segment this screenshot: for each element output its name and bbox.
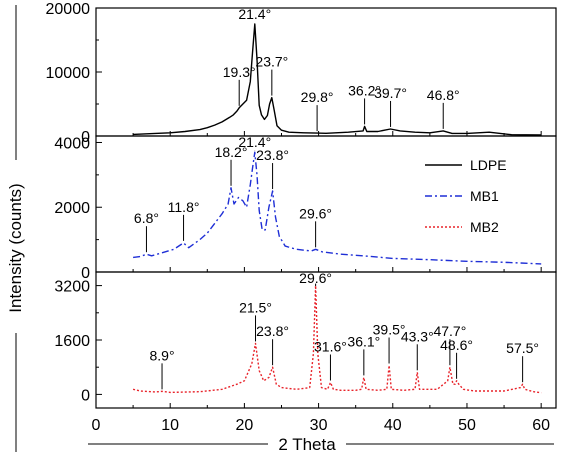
peak-label-ldpe: 29.8° (301, 89, 334, 105)
x-tick-label: 40 (384, 417, 402, 434)
peak-label-mb1: 11.8° (168, 199, 200, 215)
legend-label-mb1: MB1 (470, 188, 499, 204)
peak-label-mb2: 39.5° (373, 322, 406, 338)
y-axis-title: Intensity (counts) (6, 183, 25, 312)
panel-frame-ldpe (95, 7, 557, 137)
legend: LDPE MB1 MB2 (425, 157, 507, 235)
series-line-ldpe (133, 23, 542, 136)
series-line-mb2 (132, 284, 542, 394)
peak-label-mb1: 6.8° (134, 210, 159, 226)
x-tick-label: 0 (92, 417, 101, 434)
peak-label-mb2: 48.6° (440, 337, 473, 353)
peak-label-mb1: 29.6° (299, 205, 332, 221)
peak-label-mb2: 57.5° (506, 340, 539, 356)
peak-label-ldpe: 21.4° (238, 6, 271, 22)
series-line-mb1 (133, 151, 542, 265)
y-tick-label-mb2: 3200 (54, 279, 90, 296)
y-tick-label-mb2: 1600 (54, 333, 90, 350)
peak-label-ldpe: 23.7° (255, 54, 288, 70)
series-curves (132, 23, 542, 394)
peak-label-ldpe: 39.7° (374, 85, 407, 101)
peak-label-mb2: 29.6° (299, 270, 332, 286)
peak-label-ldpe: 36.2° (348, 82, 381, 98)
peak-label-ldpe: 46.8° (427, 87, 460, 103)
peak-label-mb2: 21.5° (239, 299, 272, 315)
peak-label-mb1: 21.4° (238, 134, 271, 150)
peak-label-mb2: 23.8° (256, 323, 289, 339)
x-tick-label: 50 (458, 417, 476, 434)
peak-label-mb1: 18.2° (215, 144, 248, 160)
x-tick-label: 60 (532, 417, 550, 434)
peak-annotations: 19.3° 21.4° 23.7° 29.8° 36.2°39.7° 46.8° 6.8° 1… (134, 6, 539, 390)
peak-label-mb1: 23.8° (256, 147, 289, 163)
x-tick-label: 20 (235, 417, 253, 434)
peak-label-mb2: 8.9° (150, 347, 175, 363)
x-tick-label: 30 (310, 417, 328, 434)
y-tick-label-ldpe: 10000 (46, 65, 91, 82)
y-tick-label-ldpe: 20000 (46, 1, 91, 18)
x-axis-title: 2 Theta (278, 435, 336, 454)
panel-frames (95, 7, 557, 409)
peak-label-mb2: 43.3° (401, 328, 434, 344)
y-tick-label-mb1: 0 (81, 265, 90, 282)
peak-label-mb2: 47.7° (433, 323, 466, 339)
peak-label-mb2: 31.6° (314, 339, 347, 355)
legend-label-ldpe: LDPE (470, 157, 507, 173)
y-tick-label-mb1: 4000 (54, 135, 90, 152)
legend-label-mb2: MB2 (470, 219, 499, 235)
peak-label-ldpe: 19.3° (223, 64, 256, 80)
y-tick-label-mb1: 2000 (54, 200, 90, 217)
x-tick-label: 10 (161, 417, 179, 434)
y-tick-label-ldpe: 0 (81, 129, 90, 146)
peak-label-mb2: 36.1° (347, 333, 380, 349)
y-tick-label-mb2: 0 (81, 387, 90, 404)
